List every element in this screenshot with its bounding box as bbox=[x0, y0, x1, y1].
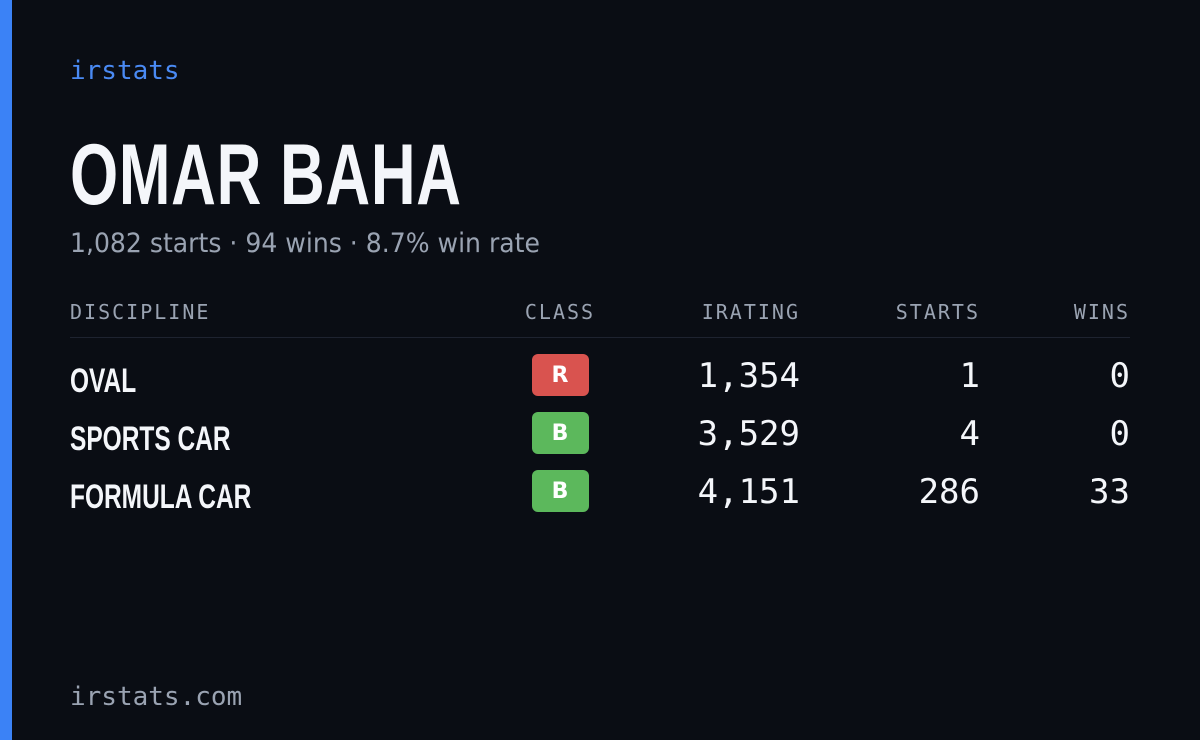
wins: 0 bbox=[1109, 356, 1130, 396]
column-header: DISCIPLINE bbox=[70, 300, 211, 324]
discipline: FORMULA CAR bbox=[70, 478, 252, 516]
irating: 1,354 bbox=[697, 356, 800, 396]
column-header: WINS bbox=[1073, 300, 1130, 324]
column-header: CLASS bbox=[524, 300, 596, 324]
irating: 4,151 bbox=[697, 472, 800, 512]
irating: 3,529 bbox=[697, 414, 800, 454]
driver-summary: 1,082 starts · 94 wins · 8.7% win rate bbox=[70, 228, 540, 259]
starts: 4 bbox=[959, 414, 980, 454]
discipline: OVAL bbox=[70, 362, 137, 400]
discipline: SPORTS CAR bbox=[70, 420, 231, 458]
class-badge: R bbox=[531, 354, 589, 396]
wins: 0 bbox=[1109, 414, 1130, 454]
column-header: IRATING bbox=[701, 300, 800, 324]
header-rule bbox=[70, 337, 1130, 338]
brand: irstats bbox=[70, 56, 180, 86]
class-badge: B bbox=[531, 412, 589, 454]
column-header: STARTS bbox=[895, 300, 980, 324]
driver-name: OMAR BAHA bbox=[70, 127, 462, 223]
starts: 286 bbox=[918, 472, 980, 512]
accent-bar bbox=[0, 0, 12, 740]
class-badge: B bbox=[531, 470, 589, 512]
starts: 1 bbox=[959, 356, 980, 396]
footer: irstats.com bbox=[70, 682, 243, 712]
wins: 33 bbox=[1089, 472, 1130, 512]
